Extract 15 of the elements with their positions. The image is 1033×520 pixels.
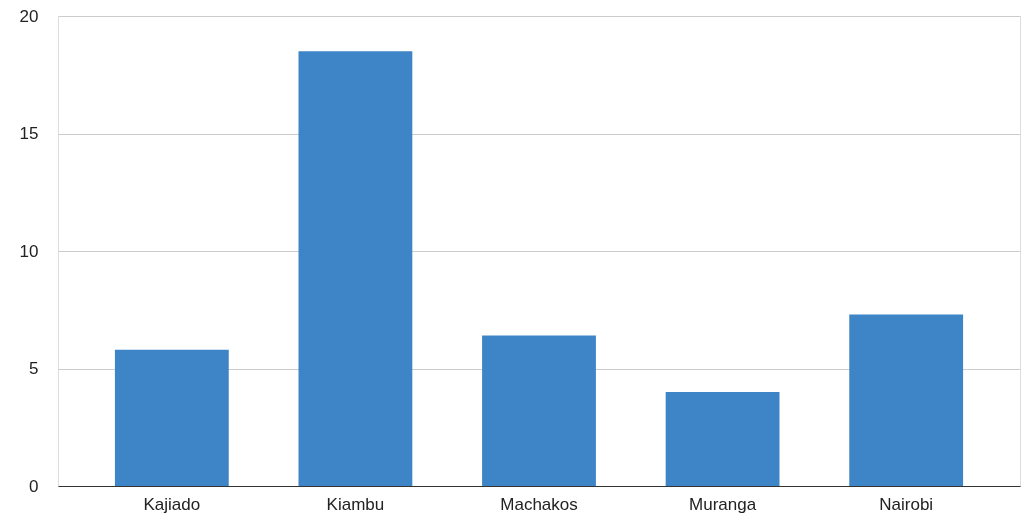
y-tick-label: 5 (29, 359, 39, 378)
bar (298, 51, 413, 486)
x-tick-label: Muranga (689, 494, 757, 514)
bar (114, 349, 229, 486)
y-tick-label: 0 (29, 476, 39, 496)
bar (849, 314, 964, 486)
y-tick-label: 15 (19, 124, 39, 143)
y-tick-label: 10 (19, 241, 39, 261)
x-tick-label: Kiambu (326, 494, 385, 514)
x-tick-label: Kajiado (143, 494, 201, 514)
x-tick-label: Nairobi (879, 494, 934, 514)
x-tick-label: Machakos (500, 494, 578, 514)
y-tick-label: 20 (19, 6, 39, 26)
bar (665, 392, 780, 486)
bar (482, 335, 596, 486)
